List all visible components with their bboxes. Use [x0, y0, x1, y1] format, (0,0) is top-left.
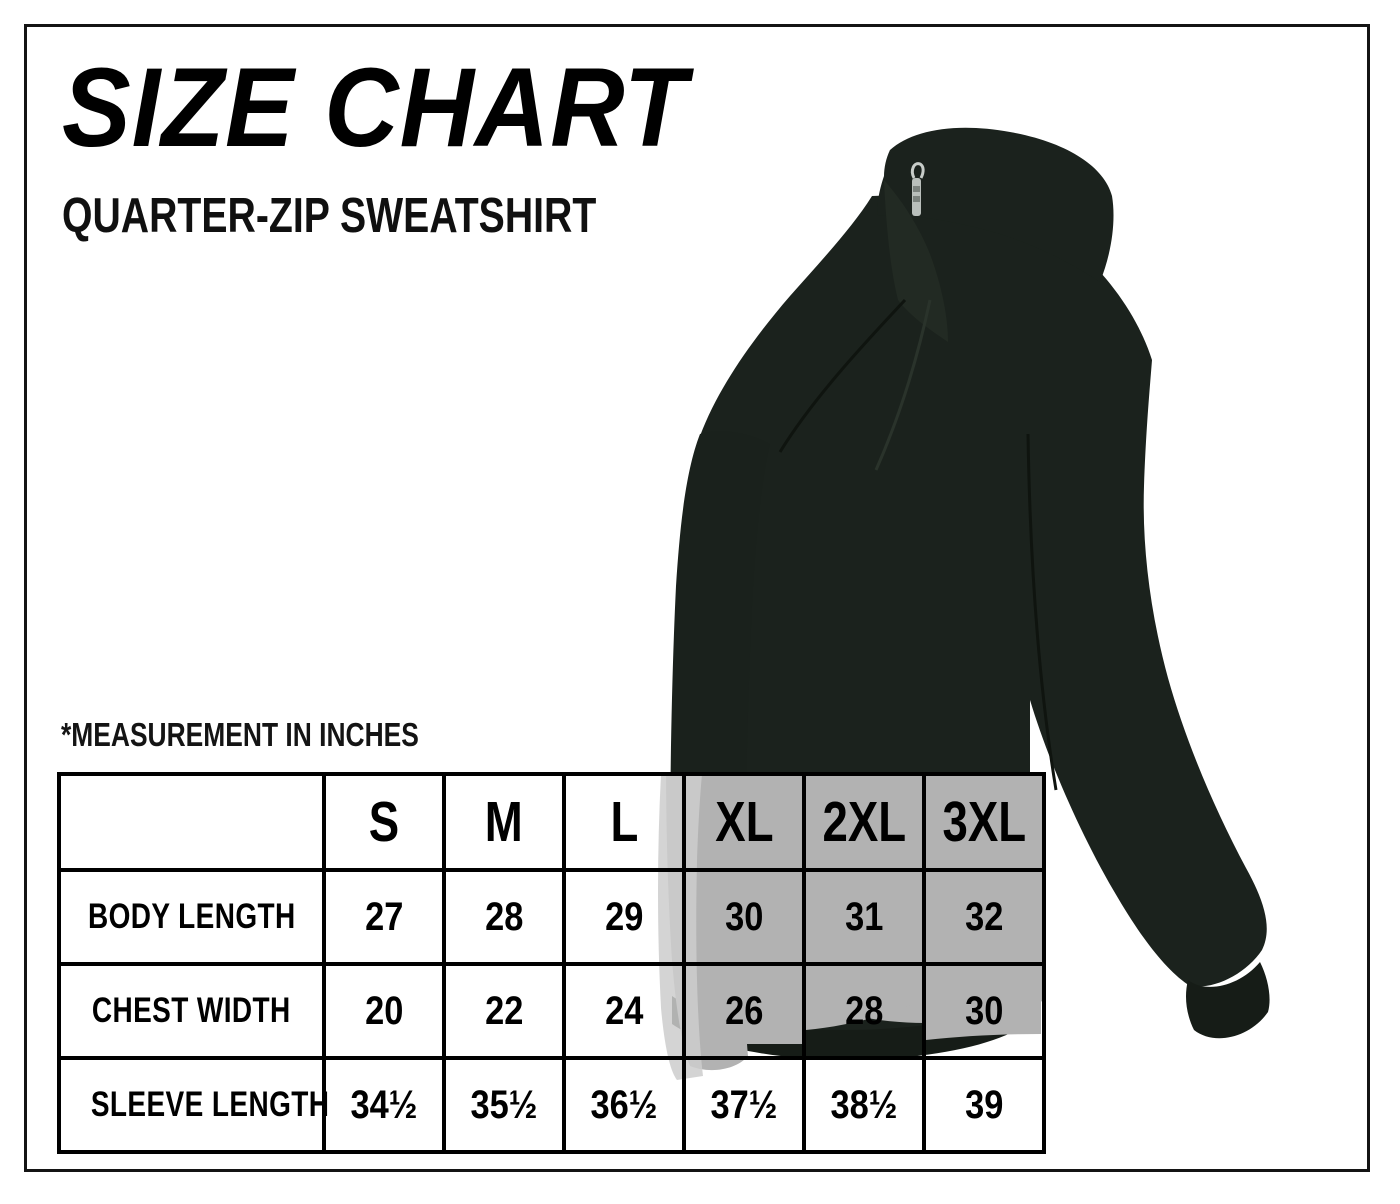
cell-sleeve-length-l: 36½ — [562, 1056, 686, 1154]
row-label-chest-width: CHEST WIDTH — [57, 962, 326, 1060]
garment-zip-seam-path — [874, 299, 932, 471]
zipper-pull-icon — [910, 162, 925, 216]
garment-shoulder-seam-path — [778, 298, 907, 453]
row-label-text: CHEST WIDTH — [92, 991, 291, 1030]
cell-value: 29 — [604, 895, 644, 939]
cell-sleeve-length-m: 35½ — [442, 1056, 566, 1154]
cell-value: 30 — [724, 895, 764, 939]
cell-body-length-3xl: 32 — [922, 868, 1046, 966]
size-label-2xl: 2XL — [822, 789, 906, 854]
size-label-m: M — [484, 789, 523, 854]
cell-value: 26 — [724, 989, 764, 1033]
cell-value: 22 — [484, 989, 524, 1033]
header-cell-l: L — [562, 772, 686, 872]
cell-body-length-s: 27 — [322, 868, 446, 966]
garment-collar-path — [877, 127, 1114, 282]
row-label-text: BODY LENGTH — [87, 897, 296, 936]
cell-value: 28 — [484, 895, 524, 939]
cell-value: 24 — [604, 989, 644, 1033]
cell-chest-width-m: 22 — [442, 962, 566, 1060]
cell-chest-width-2xl: 28 — [802, 962, 926, 1060]
cell-body-length-l: 29 — [562, 868, 686, 966]
page-subtitle: QUARTER-ZIP SWEATSHIRT — [62, 189, 597, 243]
garment-cuff-path — [1186, 962, 1270, 1039]
row-label-body-length: BODY LENGTH — [57, 868, 326, 966]
cell-value: 39 — [964, 1083, 1004, 1127]
header-cell-3xl: 3XL — [922, 772, 1046, 872]
cell-value: 27 — [364, 895, 404, 939]
size-label-l: L — [610, 789, 638, 854]
cell-value: 34½ — [350, 1083, 418, 1127]
row-label-text: SLEEVE LENGTH — [90, 1085, 330, 1124]
cell-chest-width-s: 20 — [322, 962, 446, 1060]
cell-value: 32 — [964, 895, 1004, 939]
cell-value: 38½ — [830, 1083, 898, 1127]
cell-body-length-xl: 30 — [682, 868, 806, 966]
cell-value: 37½ — [710, 1083, 778, 1127]
size-label-s: S — [368, 789, 400, 854]
header-cell-xl: XL — [682, 772, 806, 872]
table-row-body-length: BODY LENGTH 27 28 29 30 31 32 — [57, 868, 1046, 966]
table-corner-cell — [57, 772, 326, 872]
header-cell-m: M — [442, 772, 566, 872]
size-table-container: S M L XL 2XL 3XL — [57, 772, 1046, 1154]
cell-value: 31 — [844, 895, 884, 939]
size-table: S M L XL 2XL 3XL — [57, 772, 1046, 1154]
table-header-row: S M L XL 2XL 3XL — [57, 772, 1046, 872]
cell-chest-width-l: 24 — [562, 962, 686, 1060]
cell-chest-width-3xl: 30 — [922, 962, 1046, 1060]
table-row-sleeve-length: SLEEVE LENGTH 34½ 35½ 36½ 37½ 38½ 39 — [57, 1056, 1046, 1154]
cell-value: 28 — [844, 989, 884, 1033]
header-cell-2xl: 2XL — [802, 772, 926, 872]
cell-body-length-m: 28 — [442, 868, 566, 966]
table-row-chest-width: CHEST WIDTH 20 22 24 26 28 30 — [57, 962, 1046, 1060]
cell-value: 36½ — [590, 1083, 658, 1127]
garment-placket-path — [884, 180, 948, 342]
cell-value: 35½ — [470, 1083, 538, 1127]
page-title: SIZE CHART — [62, 45, 688, 170]
measurement-note: *MEASUREMENT IN INCHES — [61, 716, 419, 753]
size-label-xl: XL — [714, 789, 774, 854]
cell-value: 20 — [364, 989, 404, 1033]
cell-body-length-2xl: 31 — [802, 868, 926, 966]
header-cell-s: S — [322, 772, 446, 872]
garment-arm-seam-path — [1026, 433, 1058, 791]
cell-sleeve-length-3xl: 39 — [922, 1056, 1046, 1154]
cell-sleeve-length-2xl: 38½ — [802, 1056, 926, 1154]
cell-chest-width-xl: 26 — [682, 962, 806, 1060]
cell-value: 30 — [964, 989, 1004, 1033]
cell-sleeve-length-s: 34½ — [322, 1056, 446, 1154]
size-label-3xl: 3XL — [942, 789, 1026, 854]
row-label-sleeve-length: SLEEVE LENGTH — [57, 1056, 329, 1154]
cell-sleeve-length-xl: 37½ — [682, 1056, 806, 1154]
